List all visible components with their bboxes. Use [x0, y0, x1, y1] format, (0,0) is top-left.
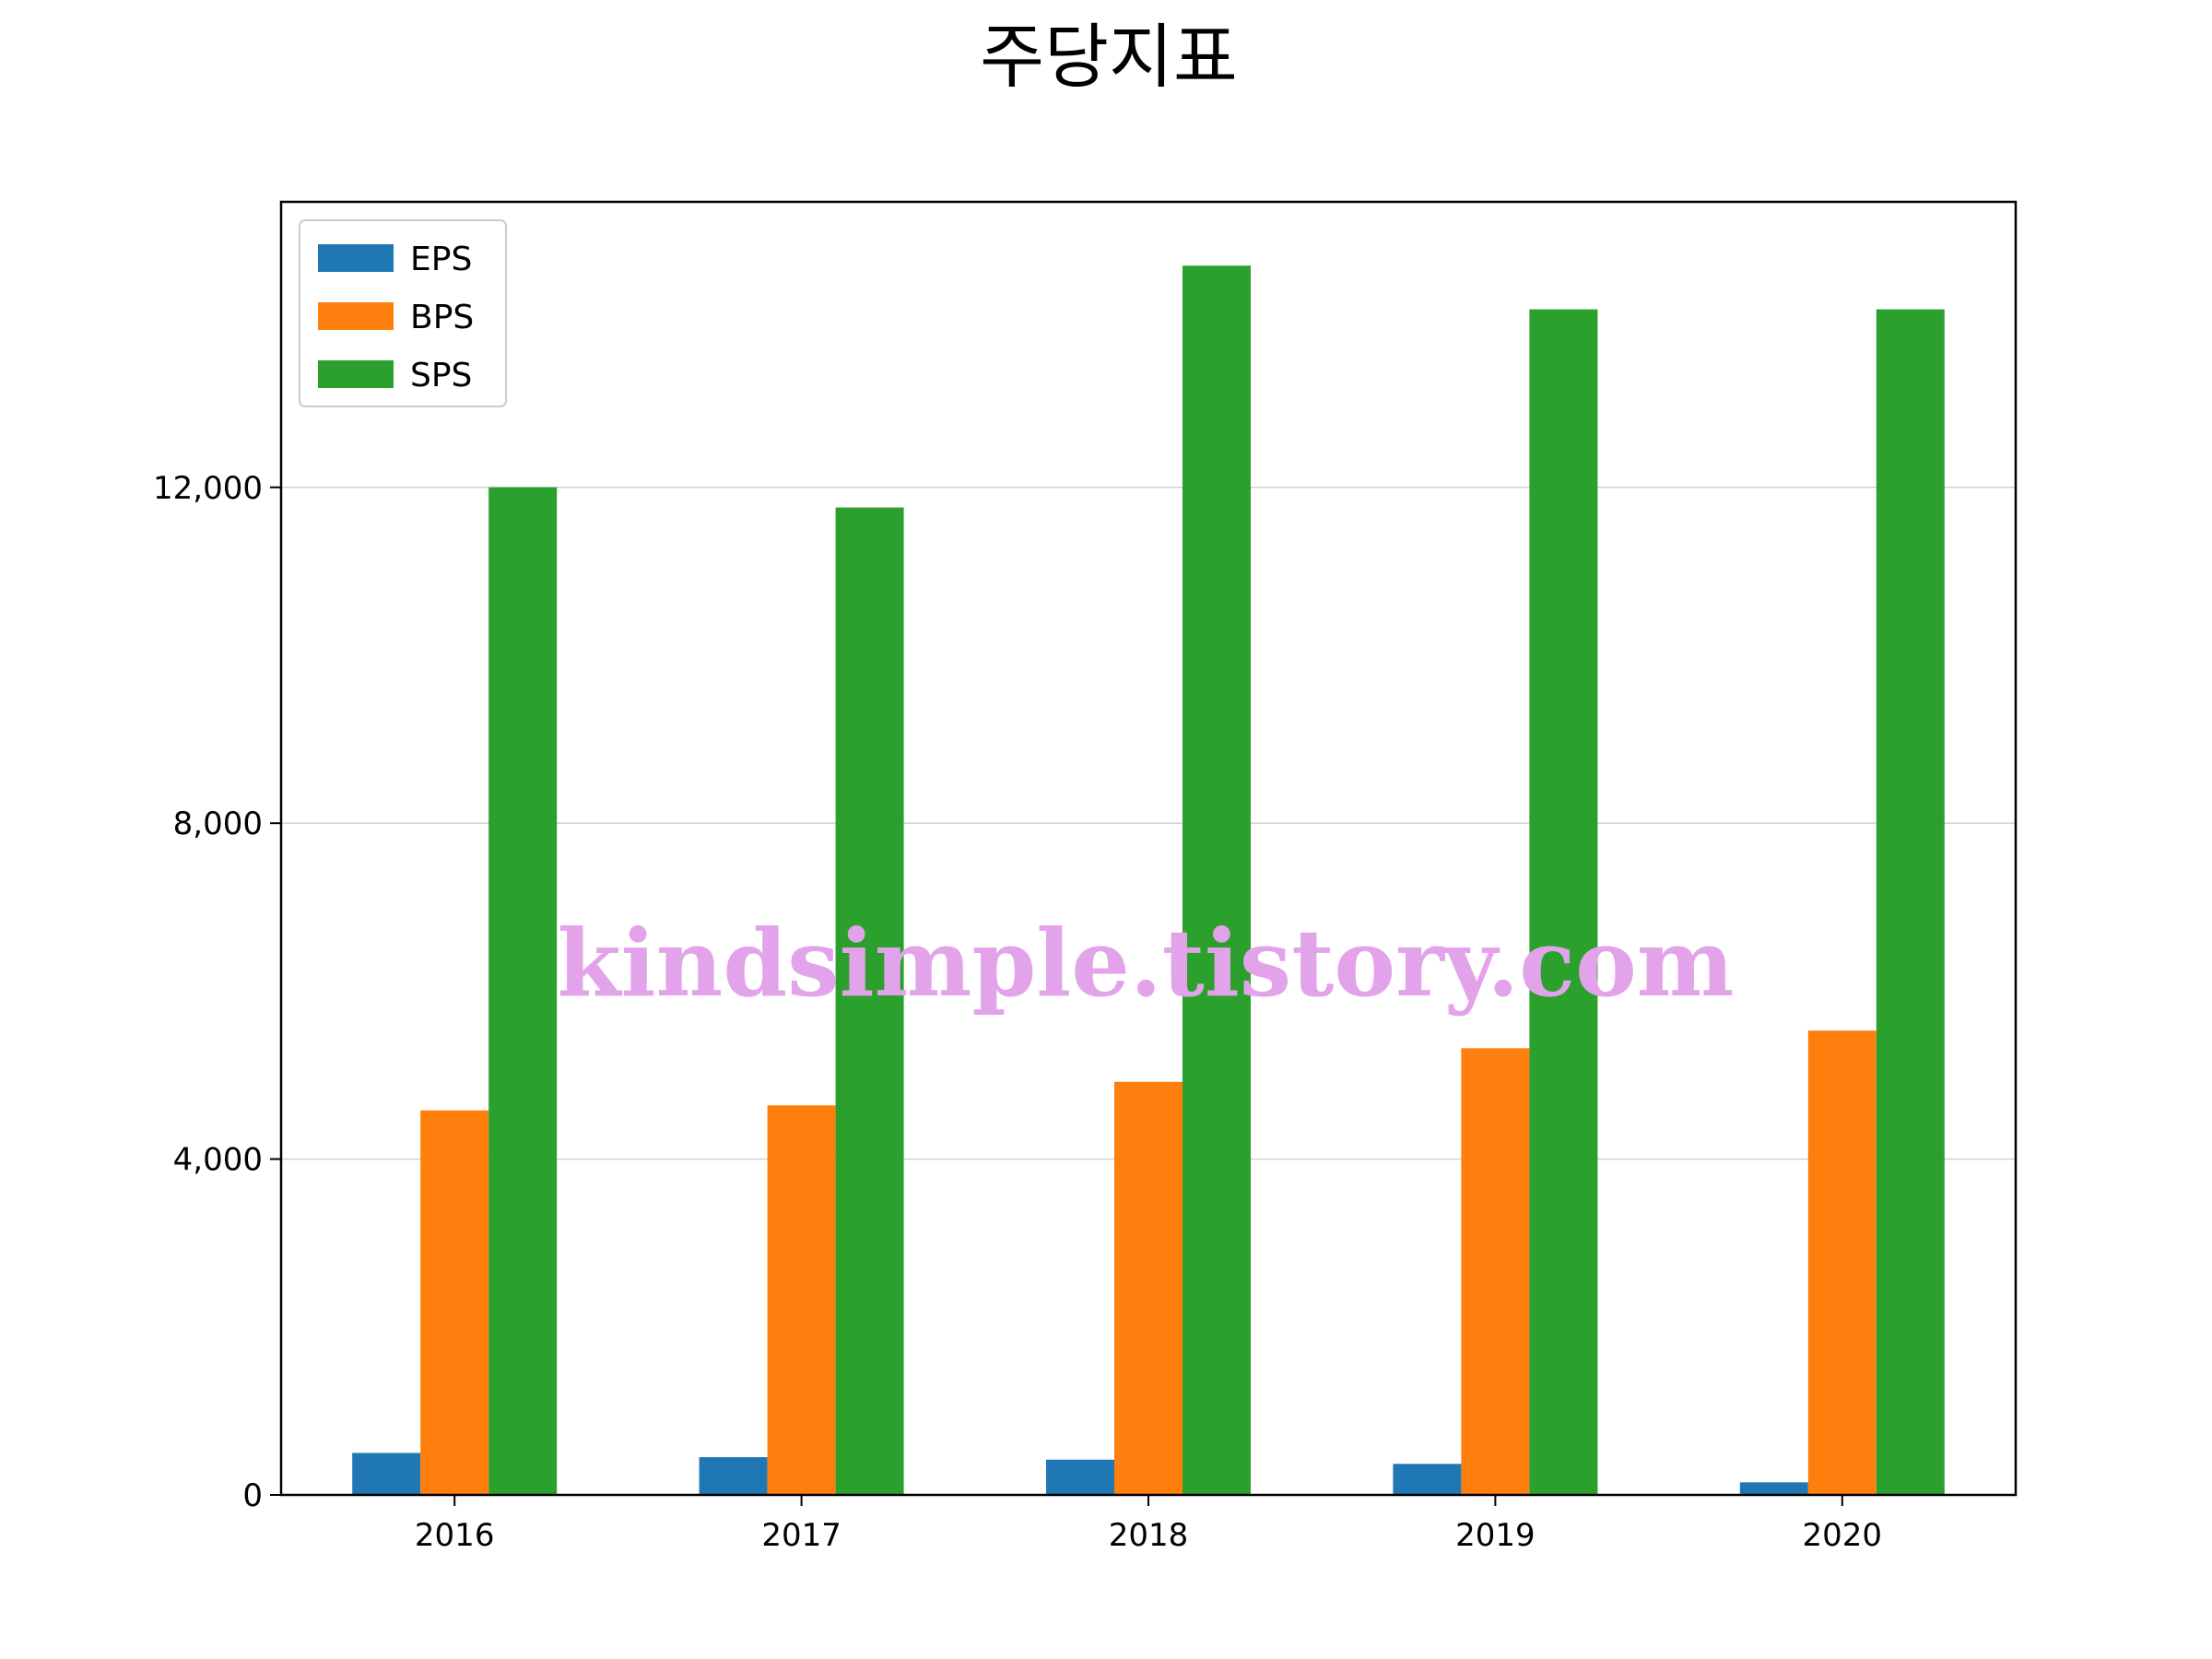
- bar-eps-2020: [1739, 1482, 1808, 1495]
- chart-title: 주당지표: [980, 16, 1238, 98]
- legend-swatch-eps: [318, 244, 394, 272]
- bar-bps-2016: [420, 1110, 489, 1495]
- legend-label-eps: EPS: [410, 241, 472, 278]
- legend: EPS BPS SPS: [299, 219, 507, 407]
- bar-bps-2020: [1807, 1030, 1877, 1495]
- bar-sps-2016: [488, 487, 558, 1496]
- bar-eps-2019: [1393, 1464, 1462, 1495]
- bar-eps-2018: [1046, 1459, 1114, 1495]
- legend-swatch-bps: [318, 302, 394, 330]
- legend-swatch-sps: [318, 360, 394, 388]
- bar-eps-2017: [699, 1457, 768, 1495]
- x-tick-label: 2019: [1455, 1517, 1535, 1554]
- bar-bps-2018: [1114, 1081, 1182, 1495]
- bar-sps-2017: [835, 507, 904, 1495]
- legend-label-sps: SPS: [410, 357, 472, 394]
- plot-area: 2016 2017 2018 2019 2020 0 4,000 8,000 12,000: [153, 200, 2018, 1554]
- y-tick-label: 8,000: [173, 806, 263, 842]
- bar-sps-2018: [1182, 265, 1251, 1495]
- bar-sps-2020: [1876, 309, 1945, 1495]
- watermark: kindsimple.tistory.com: [557, 909, 1734, 1018]
- y-tick-label: 12,000: [153, 470, 263, 507]
- legend-label-bps: BPS: [410, 299, 474, 336]
- bar-eps-2016: [352, 1453, 421, 1495]
- y-tick-label: 0: [242, 1477, 263, 1514]
- x-tick-label: 2016: [415, 1517, 495, 1554]
- bar-sps-2019: [1529, 309, 1598, 1495]
- y-tick-label: 4,000: [173, 1142, 263, 1179]
- x-tick-label: 2020: [1803, 1517, 1883, 1554]
- x-tick-label: 2017: [761, 1517, 841, 1554]
- bar-bps-2017: [767, 1105, 836, 1495]
- plot-frame: [279, 200, 2018, 1497]
- x-tick-label: 2018: [1109, 1517, 1189, 1554]
- bar-bps-2019: [1461, 1048, 1530, 1495]
